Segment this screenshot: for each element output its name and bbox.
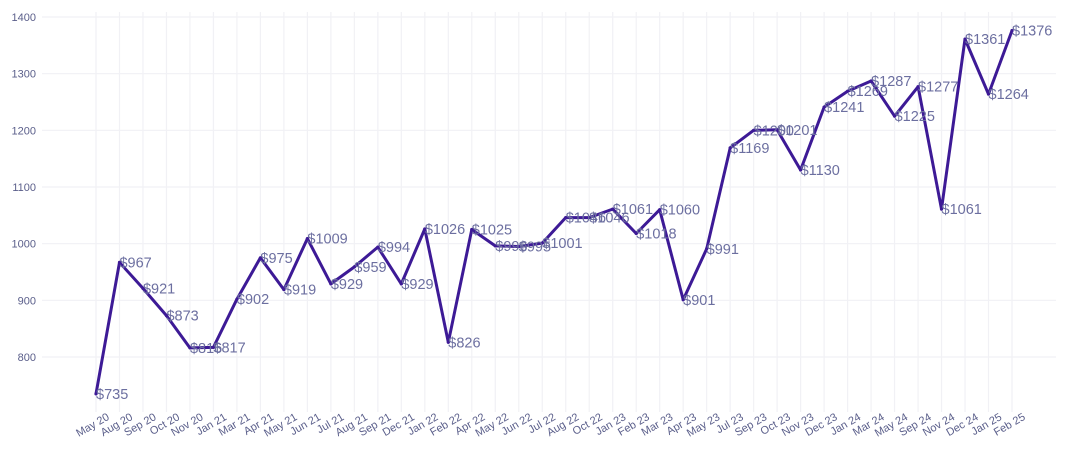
data-label: $1061 <box>942 202 982 218</box>
data-point <box>752 128 756 132</box>
data-point <box>235 297 239 301</box>
y-tick-label: 800 <box>18 352 36 364</box>
data-label: $1060 <box>660 203 700 219</box>
data-label: $996 <box>495 239 527 255</box>
data-label: $1200 <box>754 123 794 139</box>
data-label: $929 <box>331 277 363 293</box>
data-point <box>634 231 638 236</box>
data-point <box>446 340 450 344</box>
data-point <box>939 207 944 211</box>
y-tick-label: 1100 <box>12 182 36 194</box>
data-label: $1130 <box>801 163 840 179</box>
data-label: $816 <box>190 341 222 357</box>
data-label: $1241 <box>824 100 864 116</box>
data-label: $1026 <box>425 222 465 238</box>
data-label: $1287 <box>871 74 911 90</box>
data-label: $1264 <box>989 87 1029 103</box>
data-point <box>376 245 380 249</box>
data-label: $873 <box>166 309 198 325</box>
data-label: $1201 <box>777 123 817 139</box>
data-point <box>892 114 897 118</box>
data-label: $991 <box>707 242 739 258</box>
series-line <box>94 29 1014 396</box>
data-label: $1169 <box>730 141 769 157</box>
data-point <box>799 168 803 172</box>
data-point <box>705 247 709 251</box>
data-point <box>822 105 826 109</box>
data-label: $1269 <box>848 84 888 100</box>
data-point <box>329 282 333 286</box>
y-tick-label: 1000 <box>12 239 36 251</box>
data-point <box>305 236 309 241</box>
data-label: $735 <box>96 387 128 403</box>
y-axis-ticks: 800 900 1000 1100 1200 1300 1400 <box>12 12 36 364</box>
data-point <box>258 256 263 260</box>
data-point <box>728 146 732 150</box>
data-label: $1001 <box>542 236 582 252</box>
data-label: $1025 <box>472 223 512 239</box>
data-point <box>963 37 967 41</box>
data-label: $901 <box>683 293 715 309</box>
data-point <box>869 79 873 83</box>
data-label: $921 <box>143 281 175 297</box>
data-label: $817 <box>213 340 245 356</box>
data-point <box>775 128 779 132</box>
data-point <box>916 85 920 89</box>
y-tick-label: 1400 <box>12 12 36 24</box>
data-point <box>986 92 991 96</box>
data-label: $1061 <box>613 202 653 218</box>
data-label: $1009 <box>307 232 347 248</box>
data-point <box>1010 29 1014 33</box>
data-point <box>211 345 216 349</box>
data-label: $826 <box>448 335 480 351</box>
data-point <box>470 227 474 232</box>
data-point <box>94 392 98 396</box>
data-labels: $735 $967 $921 $873 $816$817 $902 $975 $919 $100… <box>96 24 1052 403</box>
data-label: $959 <box>354 260 386 276</box>
data-label: $1361 <box>965 32 1005 48</box>
data-point <box>658 208 662 212</box>
data-point <box>188 346 192 350</box>
data-point <box>164 314 169 318</box>
data-point <box>141 286 145 291</box>
data-point <box>399 282 403 286</box>
data-label: $967 <box>119 255 151 271</box>
y-tick-label: 900 <box>18 295 36 307</box>
data-label: $995 <box>519 240 551 256</box>
y-tick-label: 1300 <box>12 69 36 81</box>
data-point <box>681 298 685 302</box>
data-label: $929 <box>401 277 433 293</box>
data-point <box>587 216 591 220</box>
y-tick-label: 1200 <box>12 125 36 137</box>
data-point <box>540 241 544 245</box>
data-point <box>493 244 497 248</box>
data-point <box>423 227 427 231</box>
data-label: $1277 <box>918 80 958 96</box>
data-label: $1046 <box>566 211 606 227</box>
data-point <box>564 216 568 220</box>
data-label: $919 <box>284 283 316 299</box>
data-point <box>117 260 122 264</box>
data-label: $902 <box>237 292 269 308</box>
data-point <box>352 265 356 269</box>
data-label: $1018 <box>636 226 676 242</box>
data-label: $994 <box>378 240 410 256</box>
series-area <box>94 29 1014 396</box>
data-point <box>282 287 286 292</box>
grid <box>42 12 1056 412</box>
data-label: $1376 <box>1012 24 1052 40</box>
data-point <box>517 244 521 249</box>
data-label: $1046 <box>589 211 629 227</box>
data-point <box>845 89 850 93</box>
data-label: $1225 <box>895 109 935 125</box>
data-point <box>611 207 615 211</box>
data-label: $975 <box>260 251 292 267</box>
